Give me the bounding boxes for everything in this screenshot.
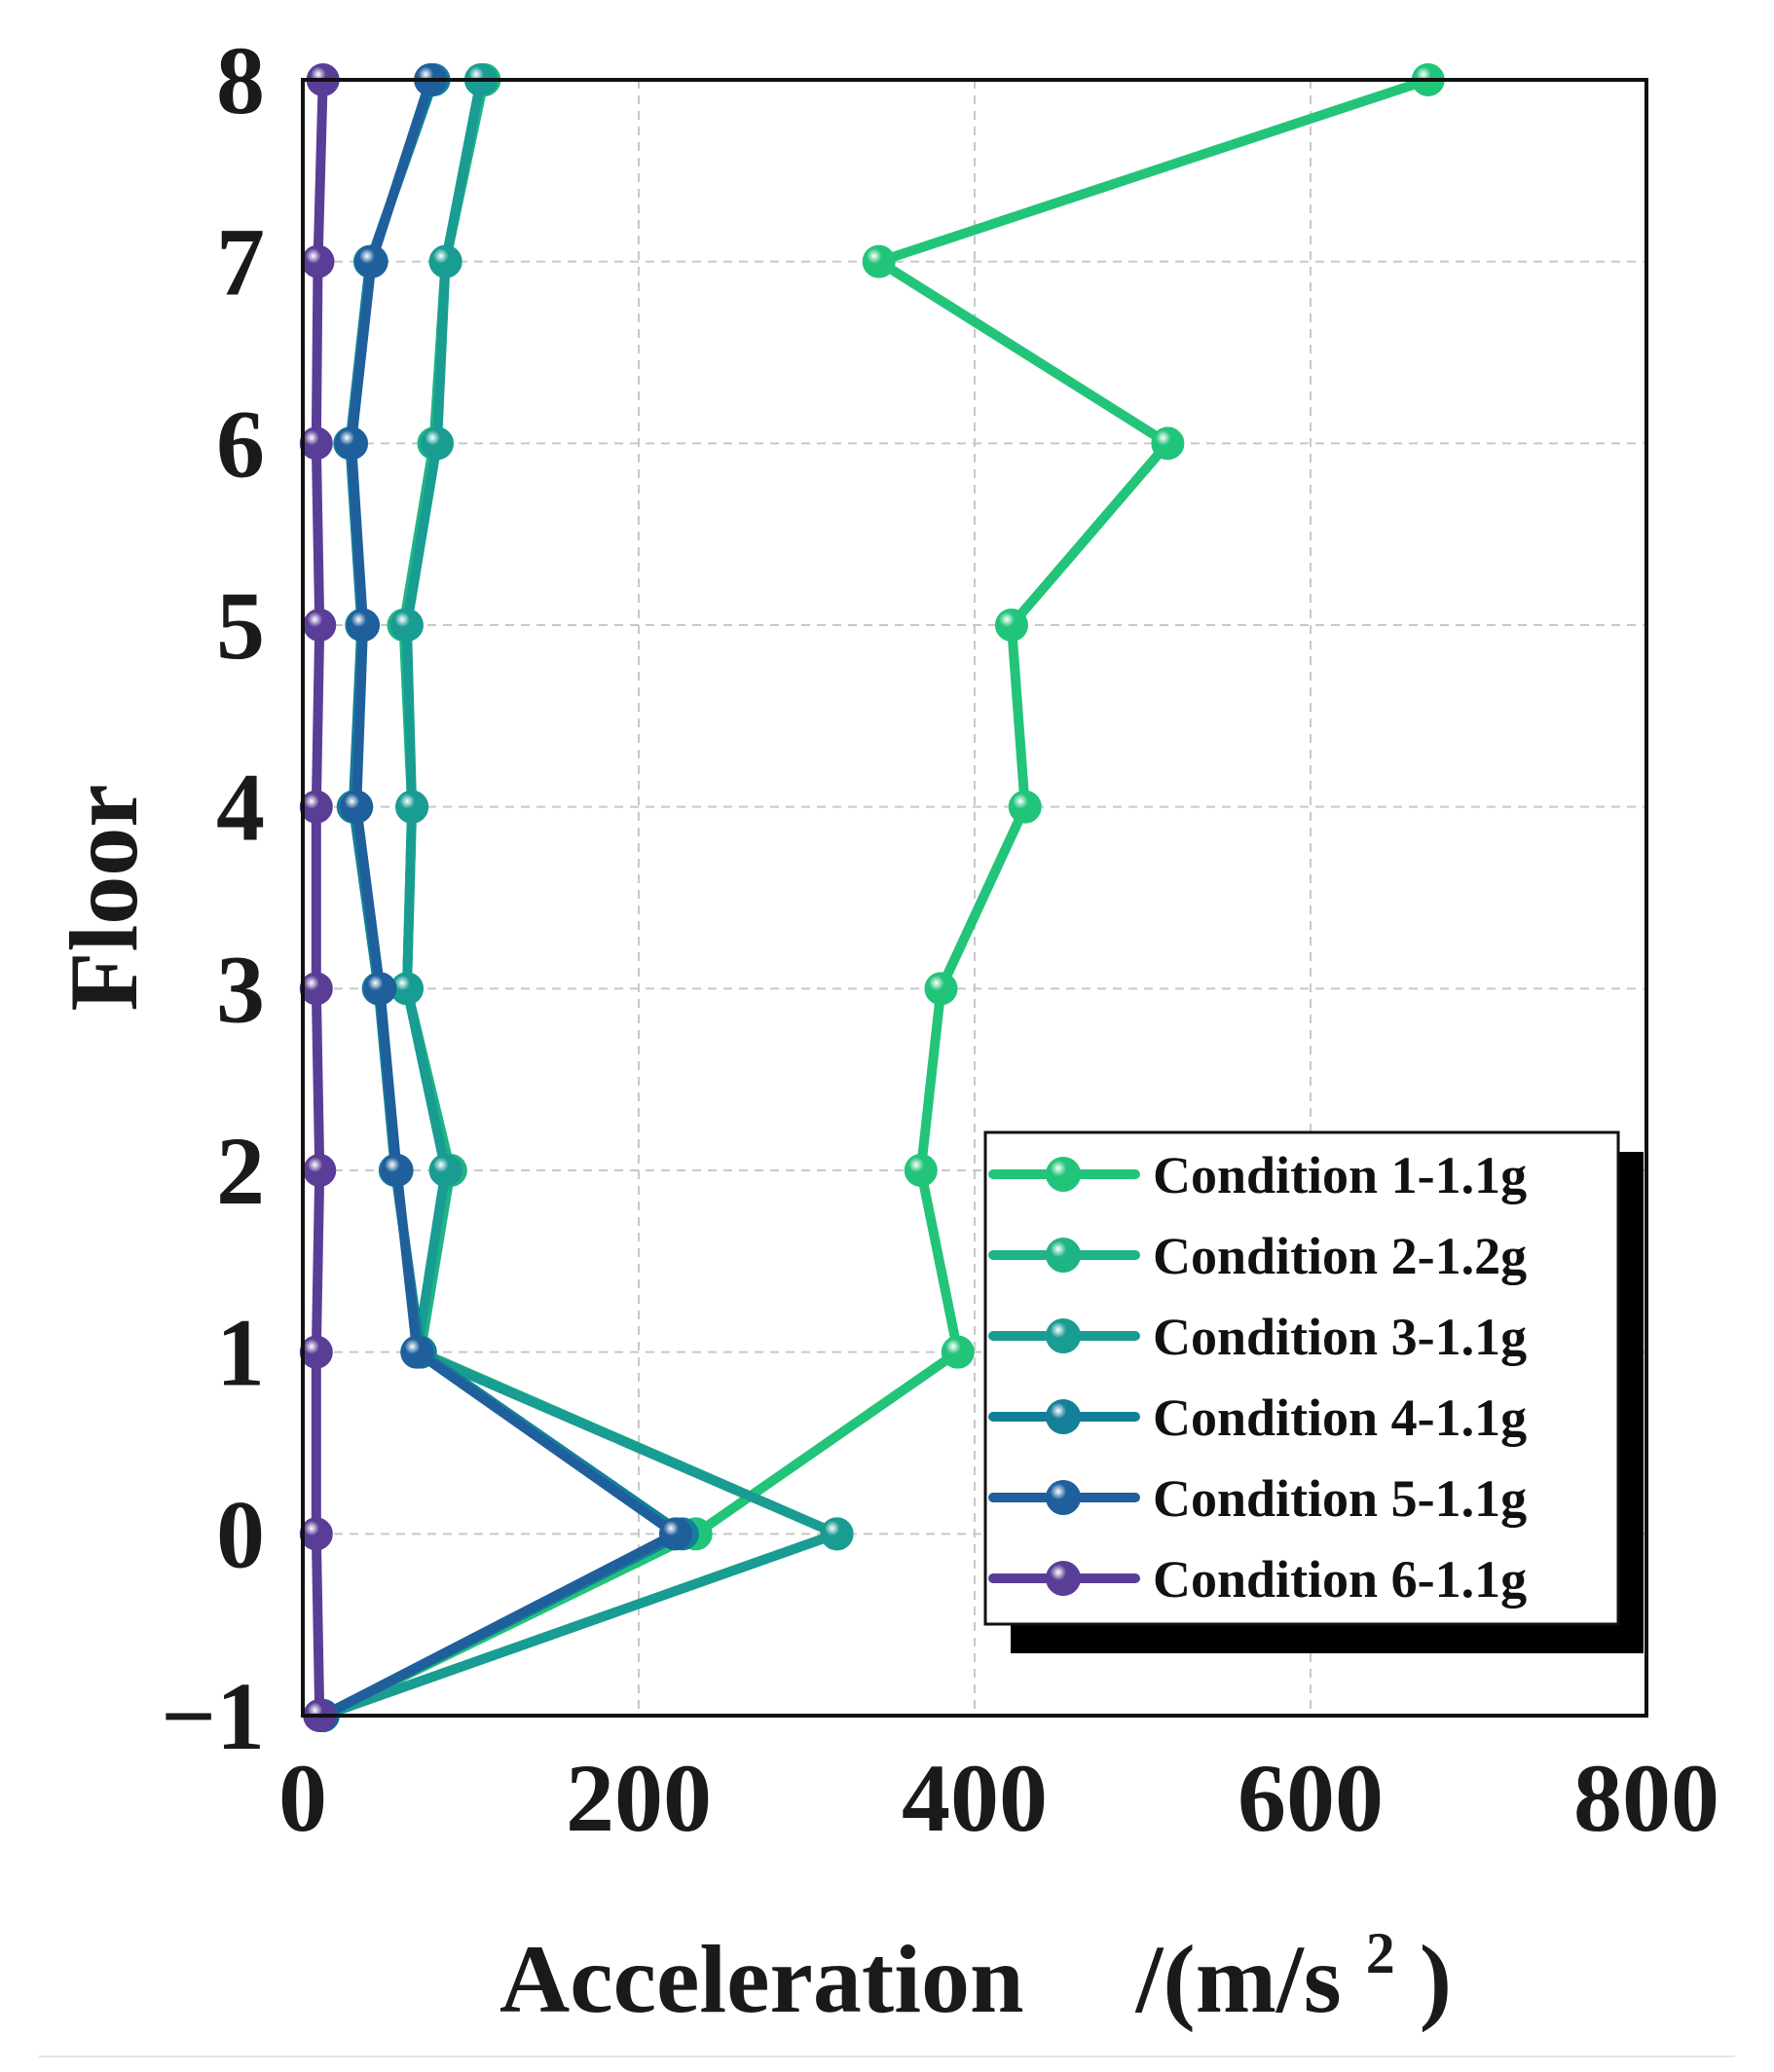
- series-line: [311, 75, 328, 1720]
- y-tick-labels: −1 0 1 2 3 4 5 6 7 8: [161, 26, 265, 1770]
- data-point: [428, 244, 462, 278]
- legend-label: Condition 1-1.1g: [1153, 1146, 1527, 1204]
- data-point: [904, 1154, 938, 1187]
- data-point: [1008, 790, 1042, 824]
- y-tick-label: 3: [216, 935, 265, 1043]
- grid: [303, 80, 1646, 1716]
- legend-item: Condition 2-1.2g: [988, 1227, 1527, 1285]
- data-point: [428, 1154, 462, 1187]
- y-tick-label: 2: [216, 1117, 265, 1225]
- x-axis-label: Acceleration: [499, 1925, 1024, 2033]
- x-axis-unit-suffix: ): [1420, 1925, 1452, 2033]
- data-point: [1151, 426, 1185, 461]
- legend-item: Condition 4-1.1g: [988, 1388, 1527, 1447]
- data-point: [421, 426, 454, 461]
- x-axis-unit-prefix: /(m/s: [1135, 1925, 1342, 2033]
- legend-marker: [1046, 1238, 1081, 1273]
- data-point: [389, 609, 424, 642]
- data-point: [924, 972, 958, 1006]
- y-axis-title: Floor: [50, 784, 158, 1011]
- y-tick-label: 4: [216, 754, 265, 862]
- y-tick-label: 5: [216, 572, 265, 680]
- x-tick-label: 200: [566, 1744, 712, 1852]
- series-line: [317, 75, 681, 1720]
- legend-label: Condition 2-1.2g: [1153, 1227, 1527, 1285]
- x-tick-label: 0: [278, 1744, 327, 1852]
- legend-marker: [1046, 1318, 1081, 1353]
- x-tick-labels: 0 200 400 600 800: [278, 1744, 1719, 1852]
- legend-label: Condition 6-1.1g: [1153, 1550, 1527, 1609]
- x-axis-title: Acceleration /(m/s 2 ): [499, 1886, 1452, 2033]
- legend-item: Condition 6-1.1g: [988, 1550, 1527, 1609]
- y-tick-label: 7: [216, 208, 265, 316]
- legend-item: Condition 3-1.1g: [988, 1308, 1527, 1366]
- x-tick-label: 800: [1573, 1744, 1719, 1852]
- plot-frame: [301, 78, 1648, 1718]
- legend-label: Condition 3-1.1g: [1153, 1308, 1527, 1366]
- legend-box: [983, 1130, 1620, 1626]
- legend-marker: [1046, 1480, 1081, 1515]
- y-tick-label: −1: [161, 1662, 265, 1770]
- series-6: [299, 63, 340, 1732]
- data-point: [303, 609, 337, 642]
- data-point: [400, 1335, 434, 1369]
- data-point: [335, 426, 369, 461]
- data-point: [303, 1154, 337, 1187]
- data-point: [354, 244, 388, 278]
- legend-item: Condition 5-1.1g: [988, 1469, 1527, 1528]
- data-point: [994, 609, 1028, 642]
- data-point: [363, 972, 397, 1006]
- legend-marker: [1046, 1157, 1081, 1192]
- legend: Condition 1-1.1g Condition 2-1.2g Conditio…: [983, 1130, 1644, 1653]
- data-point: [347, 609, 381, 642]
- data-point: [395, 790, 429, 824]
- data-point: [820, 1517, 854, 1551]
- legend-label: Condition 5-1.1g: [1153, 1469, 1527, 1528]
- series-line: [317, 75, 687, 1720]
- data-point: [299, 426, 333, 461]
- y-tick-label: 6: [216, 389, 265, 498]
- legend-label: Condition 4-1.1g: [1153, 1388, 1527, 1447]
- data-point: [301, 244, 335, 278]
- data-point: [941, 1335, 975, 1369]
- data-point: [380, 1154, 414, 1187]
- x-tick-label: 400: [902, 1744, 1048, 1852]
- y-tick-label: 0: [216, 1480, 265, 1588]
- data-point: [340, 790, 374, 824]
- series-line: [317, 75, 842, 1720]
- legend-item: Condition 1-1.1g: [988, 1146, 1527, 1204]
- data-point: [658, 1517, 692, 1551]
- data-point: [862, 244, 896, 278]
- x-tick-label: 600: [1238, 1744, 1384, 1852]
- x-axis-unit-superscript: 2: [1366, 1921, 1395, 1985]
- y-tick-label: 1: [216, 1299, 265, 1407]
- y-tick-label: 8: [216, 26, 265, 134]
- series-5: [306, 63, 692, 1732]
- data-point: [299, 790, 333, 824]
- data-point: [299, 972, 333, 1006]
- legend-marker: [1046, 1561, 1081, 1596]
- legend-marker: [1046, 1399, 1081, 1434]
- data-point: [299, 1517, 333, 1551]
- data-point: [299, 1335, 333, 1369]
- series-layer: [299, 63, 1445, 1732]
- series-line: [317, 75, 1433, 1720]
